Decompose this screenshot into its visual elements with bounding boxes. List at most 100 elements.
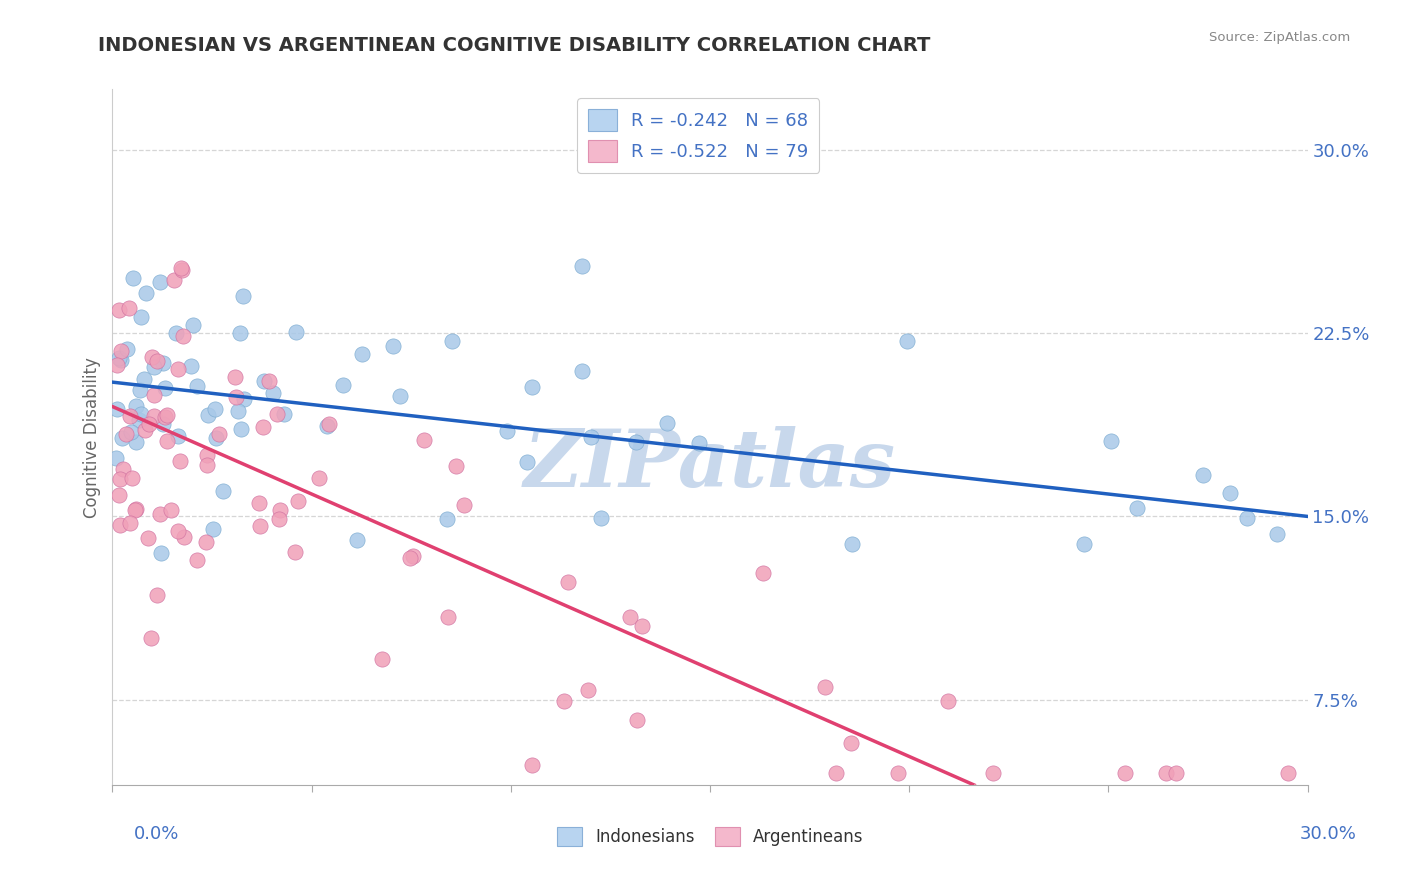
Point bbox=[581, 430, 603, 444]
Point bbox=[197, 408, 219, 422]
Point bbox=[162, 273, 184, 287]
Point bbox=[444, 458, 467, 473]
Point bbox=[107, 303, 129, 318]
Point bbox=[273, 407, 295, 421]
Point bbox=[624, 434, 647, 449]
Point bbox=[124, 503, 146, 517]
Point bbox=[111, 432, 134, 446]
Point bbox=[284, 544, 307, 558]
Point bbox=[1073, 537, 1095, 551]
Point bbox=[332, 378, 354, 392]
Point bbox=[752, 566, 775, 581]
Point bbox=[350, 347, 373, 361]
Point bbox=[143, 359, 166, 374]
Point bbox=[308, 470, 330, 484]
Point bbox=[655, 416, 678, 430]
Point bbox=[576, 682, 599, 697]
Text: Source: ZipAtlas.com: Source: ZipAtlas.com bbox=[1209, 31, 1350, 45]
Point bbox=[1126, 501, 1149, 516]
Point bbox=[132, 372, 155, 386]
Point bbox=[105, 402, 128, 417]
Point bbox=[207, 427, 229, 442]
Point bbox=[316, 419, 339, 434]
Point bbox=[229, 422, 252, 436]
Point bbox=[153, 410, 176, 425]
Point bbox=[138, 417, 160, 431]
Point bbox=[159, 502, 181, 516]
Text: INDONESIAN VS ARGENTINEAN COGNITIVE DISABILITY CORRELATION CHART: INDONESIAN VS ARGENTINEAN COGNITIVE DISA… bbox=[98, 36, 931, 54]
Point bbox=[522, 379, 544, 393]
Point bbox=[149, 275, 172, 289]
Point bbox=[121, 470, 143, 484]
Point bbox=[186, 553, 208, 567]
Point bbox=[399, 551, 422, 566]
Point bbox=[118, 301, 141, 315]
Point bbox=[143, 409, 166, 423]
Point bbox=[589, 510, 612, 524]
Point bbox=[110, 344, 132, 359]
Point bbox=[129, 310, 152, 324]
Point bbox=[167, 362, 190, 376]
Point bbox=[440, 334, 463, 349]
Point bbox=[269, 503, 291, 517]
Point bbox=[194, 535, 217, 549]
Point bbox=[626, 713, 648, 727]
Point bbox=[110, 518, 132, 533]
Point bbox=[557, 575, 579, 590]
Point bbox=[285, 325, 308, 339]
Point bbox=[145, 588, 167, 602]
Point bbox=[195, 458, 218, 472]
Point bbox=[619, 610, 641, 624]
Y-axis label: Cognitive Disability: Cognitive Disability bbox=[83, 357, 101, 517]
Point bbox=[124, 502, 146, 516]
Point bbox=[129, 407, 152, 421]
Point bbox=[211, 484, 233, 499]
Point bbox=[1192, 467, 1215, 482]
Point bbox=[813, 680, 835, 694]
Point bbox=[152, 417, 174, 431]
Point bbox=[453, 498, 475, 512]
Point bbox=[165, 326, 187, 340]
Point bbox=[152, 356, 174, 370]
Point bbox=[436, 512, 458, 526]
Point bbox=[553, 694, 575, 708]
Point bbox=[402, 549, 425, 563]
Point bbox=[105, 359, 128, 373]
Point bbox=[252, 420, 274, 434]
Point bbox=[318, 417, 340, 431]
Text: 30.0%: 30.0% bbox=[1301, 825, 1357, 843]
Legend: Indonesians, Argentineans: Indonesians, Argentineans bbox=[550, 821, 870, 853]
Point bbox=[172, 328, 194, 343]
Point bbox=[495, 424, 517, 438]
Point bbox=[370, 652, 392, 666]
Point bbox=[896, 334, 918, 348]
Point bbox=[107, 488, 129, 502]
Point bbox=[688, 435, 710, 450]
Point bbox=[571, 259, 593, 273]
Point bbox=[266, 407, 288, 421]
Point bbox=[120, 425, 142, 439]
Point bbox=[1236, 511, 1258, 525]
Point bbox=[224, 369, 246, 384]
Point bbox=[841, 536, 863, 550]
Point bbox=[205, 431, 228, 445]
Text: ZIPatlas: ZIPatlas bbox=[524, 426, 896, 504]
Point bbox=[204, 402, 226, 417]
Point bbox=[346, 533, 368, 548]
Text: 0.0%: 0.0% bbox=[134, 825, 179, 843]
Point bbox=[129, 383, 152, 397]
Point bbox=[142, 388, 165, 402]
Point bbox=[1099, 434, 1122, 448]
Point bbox=[226, 404, 249, 418]
Point bbox=[437, 609, 460, 624]
Point bbox=[141, 350, 163, 364]
Point bbox=[112, 461, 135, 475]
Point bbox=[169, 454, 191, 468]
Point bbox=[169, 261, 191, 276]
Point bbox=[139, 632, 162, 646]
Point bbox=[115, 427, 138, 442]
Point bbox=[232, 288, 254, 302]
Point bbox=[180, 359, 202, 373]
Point bbox=[936, 694, 959, 708]
Point bbox=[1277, 765, 1299, 780]
